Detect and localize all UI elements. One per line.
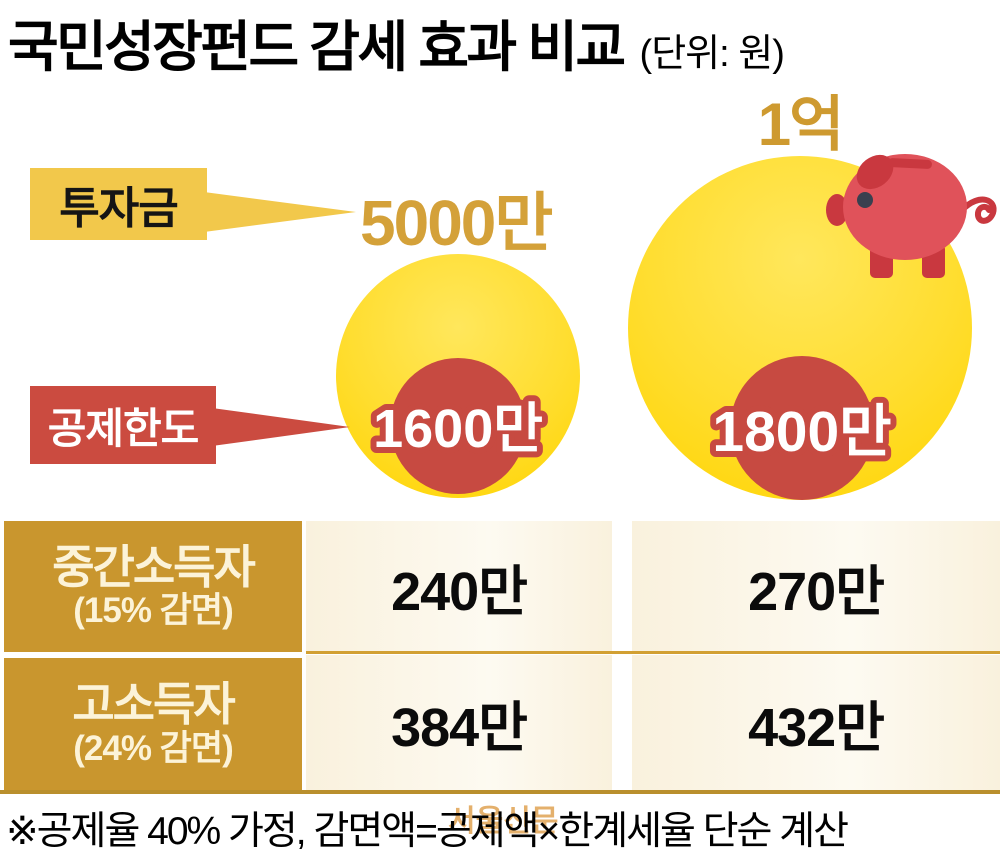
deduction-circle-small xyxy=(390,358,526,494)
pig-ear xyxy=(856,154,894,190)
deduction-label-box: 공제한도 xyxy=(30,386,216,464)
deduction-callout-arrow xyxy=(212,408,350,446)
page-title: 국민성장펀드 감세 효과 비교 xyxy=(8,16,626,78)
title-row: 국민성장펀드 감세 효과 비교 (단위: 원) xyxy=(8,2,785,82)
table-cell-high-5000: 384만 xyxy=(306,655,612,790)
investment-callout-arrow xyxy=(204,192,356,232)
footnote: ※공제율 40% 가정, 감면액=공제액×한계세율 단순 계산 xyxy=(6,810,849,853)
cell-value: 384만 xyxy=(391,698,528,758)
investment-amount-5000man: 5000만 xyxy=(360,187,553,259)
unit-label: (단위: 원) xyxy=(639,33,785,75)
deduction-amount-1800man: 1800만 xyxy=(712,400,891,464)
row-title: 고소득자 xyxy=(72,678,235,731)
cell-value: 432만 xyxy=(748,698,885,758)
row-title: 중간소득자 xyxy=(52,540,256,593)
deduction-amount-small-bubble: 1600만 xyxy=(367,393,549,465)
table-row-header-high-income: 고소득자 (24% 감면) xyxy=(4,658,302,790)
investment-label: 투자금 xyxy=(59,184,178,233)
deduction-amount-large-bubble: 1800만 xyxy=(706,394,897,470)
pig-coin-slot xyxy=(887,158,932,169)
row-subtitle: (15% 감면) xyxy=(73,591,233,631)
table-bottom-border xyxy=(0,790,1000,794)
investment-amount-1eok: 1억 xyxy=(757,91,845,158)
table-cell-high-1eok: 432만 xyxy=(632,655,1000,790)
deduction-label: 공제한도 xyxy=(47,404,200,452)
pig-eye xyxy=(857,192,873,208)
table-cell-mid-5000: 240만 xyxy=(306,521,612,652)
deduction-amount-1600man: 1600만 xyxy=(373,399,543,459)
table-row-divider xyxy=(306,651,1000,654)
cell-value: 240만 xyxy=(391,562,528,622)
pig-snout xyxy=(826,194,848,226)
table-row-header-mid-income: 중간소득자 (15% 감면) xyxy=(4,521,302,652)
investment-label-box: 투자금 xyxy=(30,168,207,240)
table-cell-mid-1eok: 270만 xyxy=(632,521,1000,652)
watermark: 서울신문 xyxy=(448,805,559,838)
row-subtitle: (24% 감면) xyxy=(73,728,233,768)
piggy-bank-icon xyxy=(826,154,997,278)
deduction-circle-large xyxy=(730,356,874,500)
pig-tail xyxy=(959,196,997,224)
cell-value: 270만 xyxy=(748,562,885,622)
